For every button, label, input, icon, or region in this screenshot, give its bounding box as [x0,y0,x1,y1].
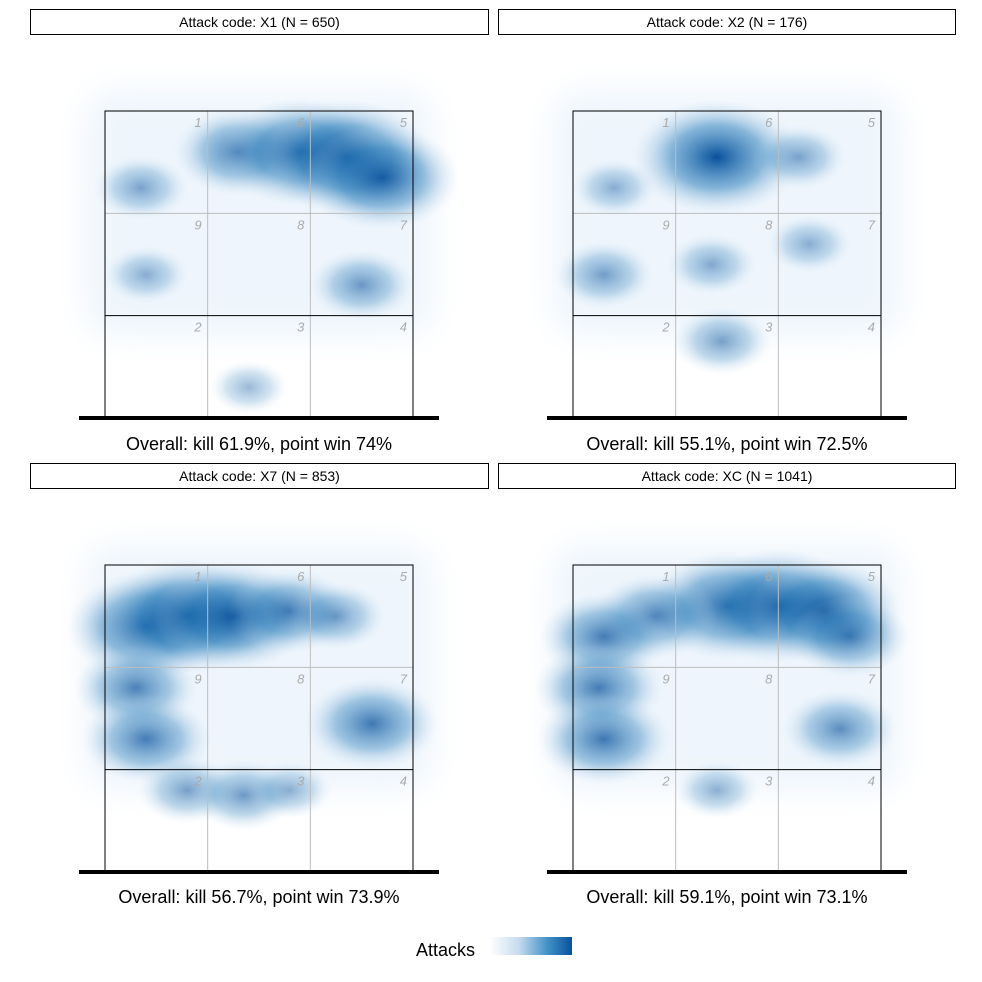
zone-number-1: 1 [662,115,669,130]
zone-number-3: 3 [765,774,773,789]
zone-number-3: 3 [297,774,305,789]
density-hotspot-7 [304,677,440,770]
zone-number-9: 9 [194,671,201,686]
density-layer [66,558,440,831]
zone-number-2: 2 [193,774,202,789]
zone-number-1: 1 [662,569,669,584]
zone-number-6: 6 [765,115,773,130]
zone-number-4: 4 [400,774,407,789]
zone-grid [573,111,881,418]
density-hotspot-6 [671,307,772,376]
zone-number-6: 6 [297,115,305,130]
zone-number-1: 1 [194,569,201,584]
density-hotspot-4 [93,155,189,221]
density-hotspot-3 [553,240,654,309]
zone-number-8: 8 [297,217,305,232]
legend-title: Attacks [416,940,476,960]
zone-number-7: 7 [400,217,408,232]
density-layer [553,99,852,376]
facet-strip-x2: Attack code: X2 (N = 176) [498,9,956,35]
zone-number-2: 2 [661,320,670,335]
zone-grid [105,565,413,872]
summary-xc: Overall: kill 59.1%, point win 73.1% [586,887,868,907]
density-hotspot-10 [247,761,333,820]
summary-x1: Overall: kill 61.9%, point win 74% [125,434,393,454]
heatmap-panel-xc: 1 6 5 9 8 7 2 3 4 [533,545,911,874]
zone-number-4: 4 [868,774,875,789]
density-hotspot-9 [674,761,760,820]
zone-number-8: 8 [765,217,773,232]
summary-x7: Overall: kill 56.7%, point win 73.9% [118,887,400,907]
zone-number-5: 5 [868,115,876,130]
density-hotspot-4 [666,233,757,296]
zone-grid [105,111,413,418]
facet-strip-x7: Attack code: X7 (N = 853) [30,463,489,489]
zone-number-3: 3 [765,320,773,335]
zone-number-2: 2 [193,320,202,335]
density-layer [533,548,911,820]
zone-number-4: 4 [400,320,407,335]
zone-number-9: 9 [662,217,669,232]
density-hotspot-4 [286,582,386,651]
zone-number-2: 2 [661,774,670,789]
density-hotspot-5 [309,249,415,321]
zone-number-5: 5 [868,569,876,584]
density-layer [93,97,460,415]
zone-number-7: 7 [868,217,876,232]
density-hotspot-6 [103,245,189,304]
heatmap-panel-x7: 1 6 5 9 8 7 2 3 4 [66,545,440,874]
density-hotspot-3 [304,124,460,231]
density-hotspot-8 [782,689,898,768]
zone-number-5: 5 [400,115,408,130]
density-hotspot-0 [631,99,802,215]
legend-colorbar [490,937,572,955]
zone-number-9: 9 [662,671,669,686]
summary-x2: Overall: kill 55.1%, point win 72.5% [586,434,868,454]
density-hotspot-5 [766,215,852,273]
zone-grid [573,565,881,872]
facet-strip-xc: Attack code: XC (N = 1041) [498,463,956,489]
density-hotspot-3 [790,595,911,678]
zone-number-6: 6 [297,569,305,584]
zone-number-4: 4 [868,320,875,335]
zone-number-8: 8 [297,671,305,686]
zone-number-7: 7 [868,671,876,686]
zone-number-7: 7 [400,671,408,686]
zone-number-5: 5 [400,569,408,584]
zone-number-3: 3 [297,320,305,335]
density-hotspot-2 [571,158,657,217]
facet-strip-x1: Attack code: X1 (N = 650) [30,9,489,35]
zone-number-6: 6 [765,569,773,584]
zone-number-9: 9 [194,217,201,232]
density-hotspot-1 [751,124,847,190]
zone-number-8: 8 [765,671,773,686]
density-hotspot-7 [536,693,672,785]
heatmap-panel-x1: 1 6 5 9 8 7 2 3 4 [79,91,460,420]
heatmap-panel-x2: 1 6 5 9 8 7 2 3 4 [547,91,907,420]
zone-number-1: 1 [194,115,201,130]
density-hotspot-7 [208,360,289,415]
